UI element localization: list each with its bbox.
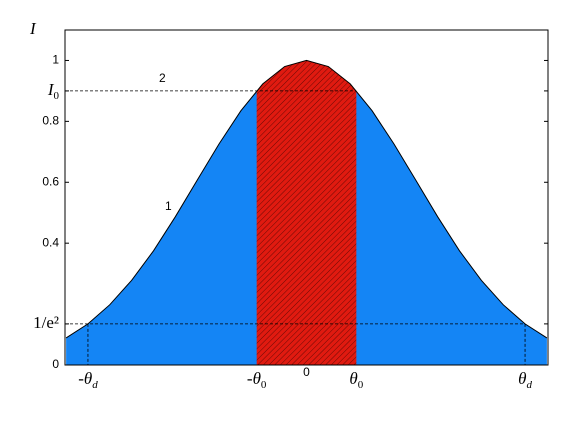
x-tick-label: -θ0: [247, 369, 267, 391]
curve: [65, 59, 548, 339]
y-tick-label: 1: [52, 53, 59, 67]
y-tick-label: 0.8: [42, 114, 59, 128]
y-axis-label: I: [29, 19, 37, 38]
y-tick-label: 1/e²: [33, 313, 59, 332]
plot-frame: [64, 29, 549, 366]
x-tick-label: θ0: [349, 369, 363, 391]
x-tick-label: θd: [518, 369, 532, 391]
y-tick-label: 0: [52, 357, 59, 371]
y-tick-label: I0: [47, 80, 60, 102]
annotation: 1: [165, 199, 172, 213]
x-tick-label: -θd: [78, 369, 98, 391]
y-tick-label: 0.4: [42, 235, 59, 249]
x-tick-label: 0: [303, 365, 310, 379]
annotation: 2: [159, 71, 166, 85]
central-band: [256, 60, 357, 365]
y-tick-label: 0.6: [42, 174, 59, 188]
